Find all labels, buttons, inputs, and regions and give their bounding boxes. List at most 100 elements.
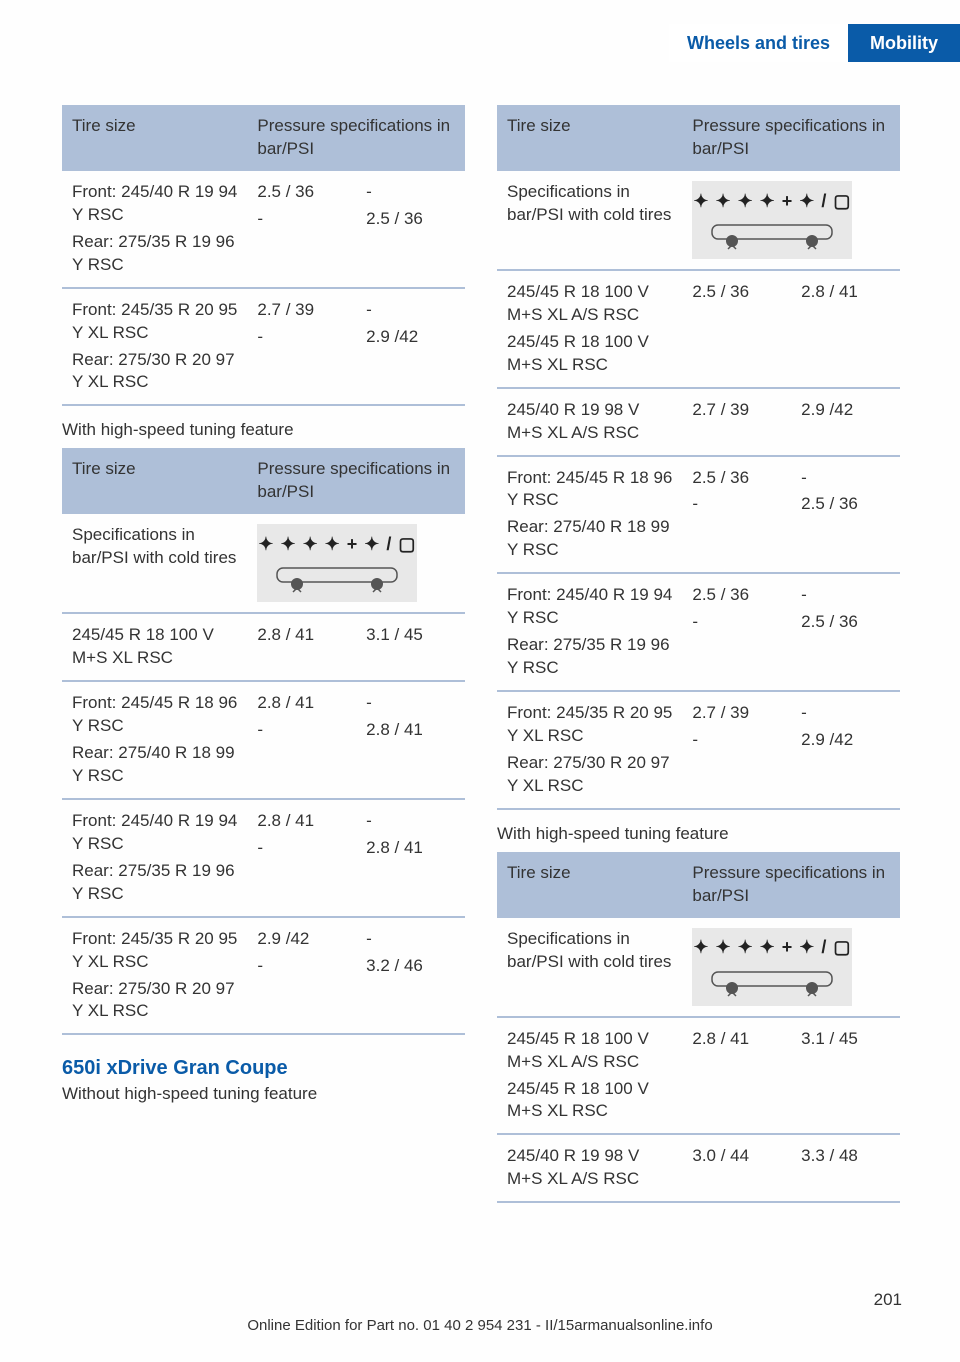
footer-suffix: armanualsonline.info <box>574 1317 712 1334</box>
cell: 2.9 /42 <box>366 326 457 349</box>
paragraph: Without high-speed tuning feature <box>62 1084 465 1104</box>
cell: Front: 245/40 R 19 94 Y RSC <box>72 181 239 227</box>
cell: - <box>692 493 783 516</box>
table-row: Front: 245/45 R 18 96 Y RSC Rear: 275/40… <box>497 456 900 573</box>
paragraph: With high-speed tuning feature <box>497 824 900 844</box>
cell: - <box>692 611 783 634</box>
cell: 2.8 / 41 <box>366 837 457 860</box>
cell: 2.8 / 41 <box>791 270 900 387</box>
cell: 2.8 / 41 <box>247 613 356 680</box>
cell: Specifications in bar/PSI with cold tire… <box>497 171 682 269</box>
cell: 2.5 / 36 <box>682 270 791 387</box>
header-bar: Wheels and tires Mobility <box>669 24 960 62</box>
car-icon <box>267 560 407 594</box>
cell: 2.9 /42 <box>257 928 348 951</box>
cell: Front: 245/35 R 20 95 Y XL RSC <box>72 928 239 974</box>
right-column: Tire size Pressure specifications in bar… <box>497 105 900 1203</box>
header-chapter: Mobility <box>848 24 960 62</box>
page-number: 201 <box>874 1290 902 1310</box>
cell: Rear: 275/30 R 20 97 Y XL RSC <box>72 349 239 395</box>
cell: 3.2 / 46 <box>366 955 457 978</box>
car-icon <box>702 217 842 251</box>
table-row: 245/45 R 18 100 V M+S XL A/S RSC 245/45 … <box>497 270 900 387</box>
cell: Front: 245/35 R 20 95 Y XL RSC <box>507 702 674 748</box>
cell: - <box>692 729 783 752</box>
table-row: 245/45 R 18 100 V M+S XL A/S RSC 245/45 … <box>497 1017 900 1134</box>
cell: 2.5 / 36 <box>801 493 892 516</box>
th-tire-size: Tire size <box>62 448 247 514</box>
th-pressure: Pressure specifications in bar/PSI <box>247 105 465 171</box>
cell: - <box>257 326 348 349</box>
header-section: Wheels and tires <box>669 24 848 62</box>
cell: 2.8 / 41 <box>366 719 457 742</box>
heading-model: 650i xDrive Gran Coupe <box>62 1057 465 1080</box>
th-tire-size: Tire size <box>497 852 682 918</box>
cell: - <box>366 692 457 715</box>
th-tire-size: Tire size <box>497 105 682 171</box>
table-3: Tire size Pressure specifications in bar… <box>497 105 900 810</box>
th-pressure: Pressure specifications in bar/PSI <box>247 448 465 514</box>
cell: 3.3 / 48 <box>791 1134 900 1201</box>
cell: - <box>366 299 457 322</box>
cell: 245/45 R 18 100 V M+S XL A/S RSC <box>507 1028 674 1074</box>
footer-text: Online Edition for Part no. 01 40 2 954 … <box>247 1317 574 1334</box>
table-row: Front: 245/40 R 19 94 Y RSC Rear: 275/35… <box>62 799 465 916</box>
cell: - <box>257 208 348 231</box>
cell: Front: 245/45 R 18 96 Y RSC <box>507 467 674 513</box>
cell: Front: 245/40 R 19 94 Y RSC <box>72 810 239 856</box>
cell: Rear: 275/40 R 18 99 Y RSC <box>72 742 239 788</box>
cell: - <box>257 955 348 978</box>
table-row: Specifications in bar/PSI with cold tire… <box>497 918 900 1016</box>
people-icon: ✦ ✦ ✦ ✦ + ✦ / ▢ <box>258 532 416 556</box>
load-diagram-icon: ✦ ✦ ✦ ✦ + ✦ / ▢ <box>692 928 852 1006</box>
page-body: Tire size Pressure specifications in bar… <box>62 105 900 1203</box>
cell: 245/45 R 18 100 V M+S XL RSC <box>507 1078 674 1124</box>
cell: 2.8 / 41 <box>257 810 348 833</box>
table-row: 245/40 R 19 98 V M+S XL A/S RSC 3.0 / 44… <box>497 1134 900 1201</box>
cell: Rear: 275/35 R 19 96 Y RSC <box>72 860 239 906</box>
cell: Rear: 275/30 R 20 97 Y XL RSC <box>72 978 239 1024</box>
cell: - <box>366 181 457 204</box>
cell: 3.0 / 44 <box>682 1134 791 1201</box>
th-pressure: Pressure specifications in bar/PSI <box>682 852 900 918</box>
cell: - <box>801 702 892 725</box>
cell: 3.1 / 45 <box>791 1017 900 1134</box>
table-row: Specifications in bar/PSI with cold tire… <box>62 514 465 612</box>
paragraph: With high-speed tuning feature <box>62 420 465 440</box>
cell: 2.5 / 36 <box>692 467 783 490</box>
cell: 2.8 / 41 <box>682 1017 791 1134</box>
table-row: Front: 245/40 R 19 94 Y RSC Rear: 275/35… <box>62 171 465 287</box>
cell: - <box>801 467 892 490</box>
th-tire-size: Tire size <box>62 105 247 171</box>
table-1: Tire size Pressure specifications in bar… <box>62 105 465 406</box>
footer: Online Edition for Part no. 01 40 2 954 … <box>0 1317 960 1334</box>
table-4: Tire size Pressure specifications in bar… <box>497 852 900 1204</box>
cell: Rear: 275/30 R 20 97 Y XL RSC <box>507 752 674 798</box>
cell: Specifications in bar/PSI with cold tire… <box>62 514 247 612</box>
table-row: Specifications in bar/PSI with cold tire… <box>497 171 900 269</box>
table-row: Front: 245/45 R 18 96 Y RSC Rear: 275/40… <box>62 681 465 798</box>
cell: 2.5 / 36 <box>801 611 892 634</box>
th-pressure: Pressure specifications in bar/PSI <box>682 105 900 171</box>
table-row: Front: 245/35 R 20 95 Y XL RSC Rear: 275… <box>497 691 900 808</box>
cell: Rear: 275/40 R 18 99 Y RSC <box>507 516 674 562</box>
cell: - <box>257 719 348 742</box>
cell: 245/40 R 19 98 V M+S XL A/S RSC <box>497 1134 682 1201</box>
left-column: Tire size Pressure specifications in bar… <box>62 105 465 1203</box>
cell: 245/45 R 18 100 V M+S XL A/S RSC <box>507 281 674 327</box>
cell: 2.7 / 39 <box>692 702 783 725</box>
cell: 3.1 / 45 <box>356 613 465 680</box>
table-row: 245/45 R 18 100 V M+S XL RSC 2.8 / 41 3.… <box>62 613 465 680</box>
cell: 2.5 / 36 <box>366 208 457 231</box>
table-row: Front: 245/35 R 20 95 Y XL RSC Rear: 275… <box>62 917 465 1034</box>
cell: Rear: 275/35 R 19 96 Y RSC <box>507 634 674 680</box>
people-icon: ✦ ✦ ✦ ✦ + ✦ / ▢ <box>693 189 851 213</box>
cell: 2.9 /42 <box>791 388 900 455</box>
cell: 2.7 / 39 <box>257 299 348 322</box>
table-row: Front: 245/35 R 20 95 Y XL RSC Rear: 275… <box>62 288 465 405</box>
car-icon <box>702 964 842 998</box>
cell: 245/40 R 19 98 V M+S XL A/S RSC <box>497 388 682 455</box>
load-diagram-icon: ✦ ✦ ✦ ✦ + ✦ / ▢ <box>692 181 852 259</box>
people-icon: ✦ ✦ ✦ ✦ + ✦ / ▢ <box>693 935 851 959</box>
cell: 2.7 / 39 <box>682 388 791 455</box>
